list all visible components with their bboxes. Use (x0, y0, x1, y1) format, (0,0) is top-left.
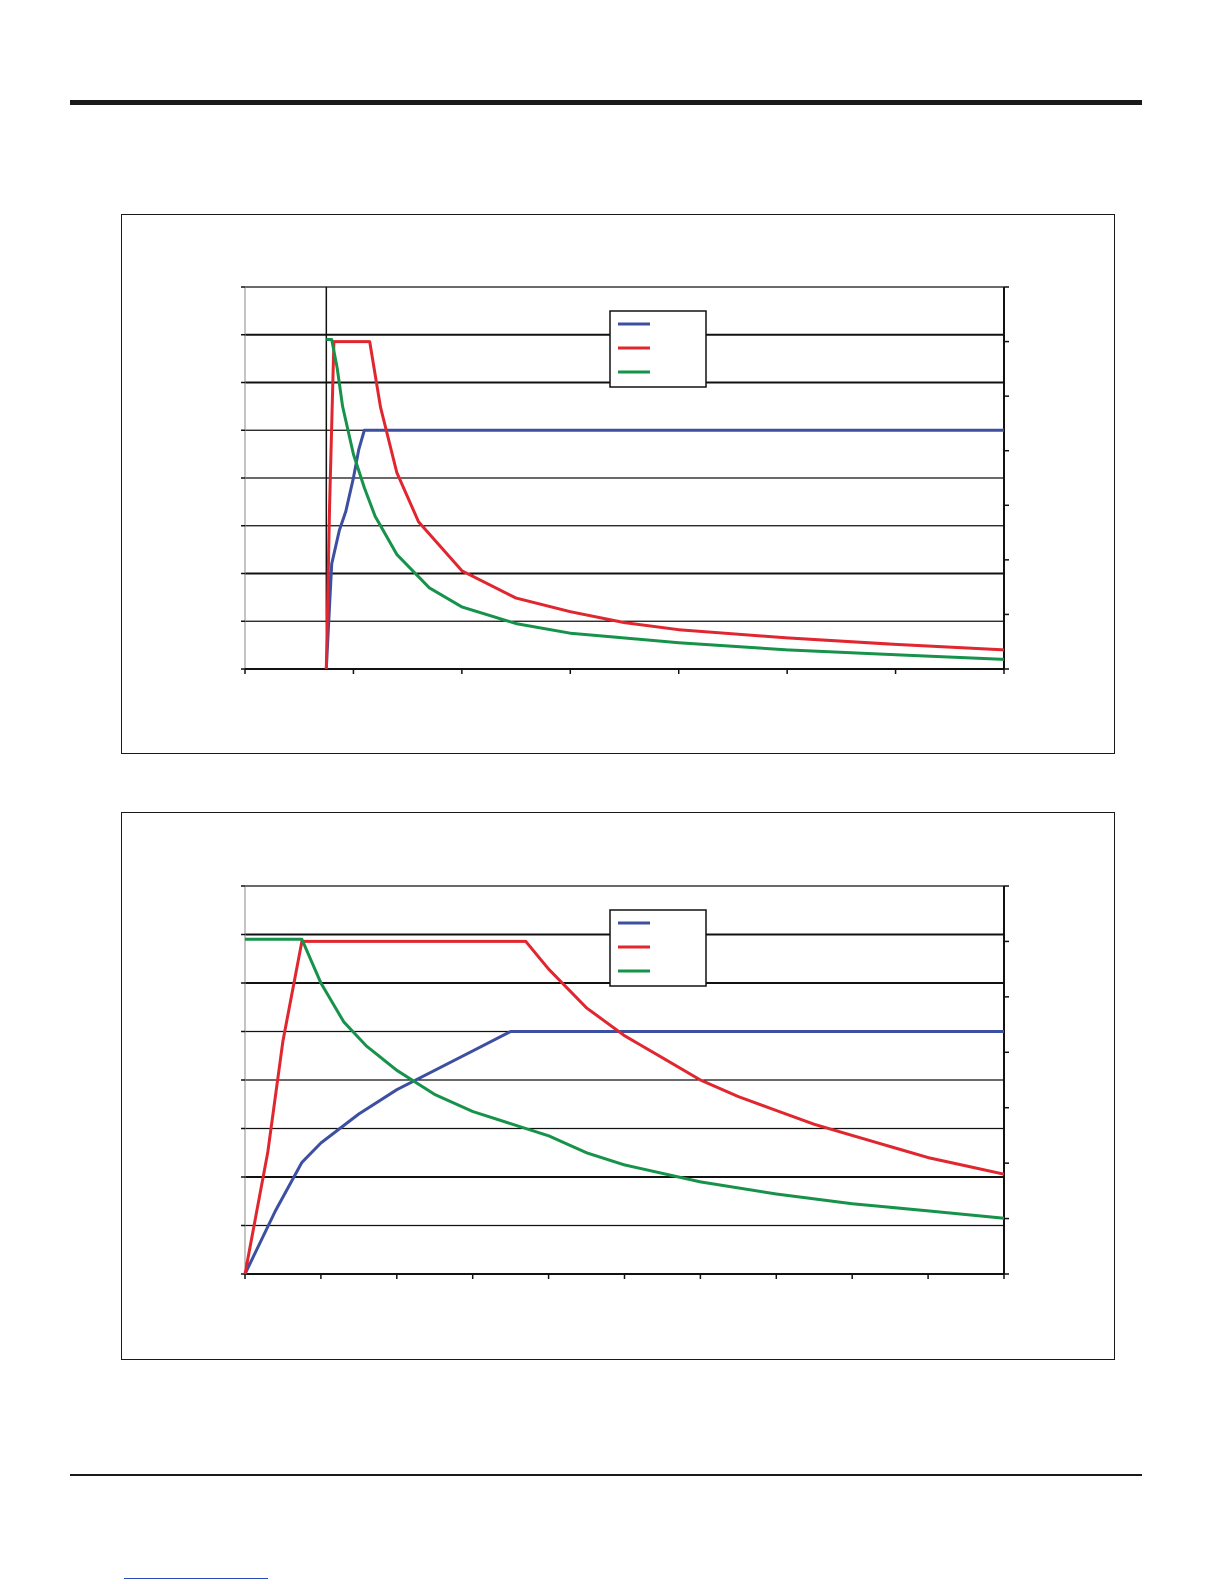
series-line-1 (324, 428, 1004, 670)
bottom-rule (70, 1474, 1142, 1476)
series-line-2 (243, 939, 1005, 1275)
series-line-3 (326, 338, 1005, 661)
series-line-2 (324, 340, 1005, 670)
chart-2 (241, 885, 1009, 1279)
footer-link-underline[interactable] (124, 1578, 268, 1579)
chart-frame-2 (121, 812, 1115, 1360)
chart-frame-1 (121, 214, 1115, 754)
chart-1 (241, 286, 1009, 674)
series-line-1 (243, 1030, 1004, 1275)
top-rule (70, 100, 1142, 105)
series-line-3 (245, 937, 1005, 1220)
